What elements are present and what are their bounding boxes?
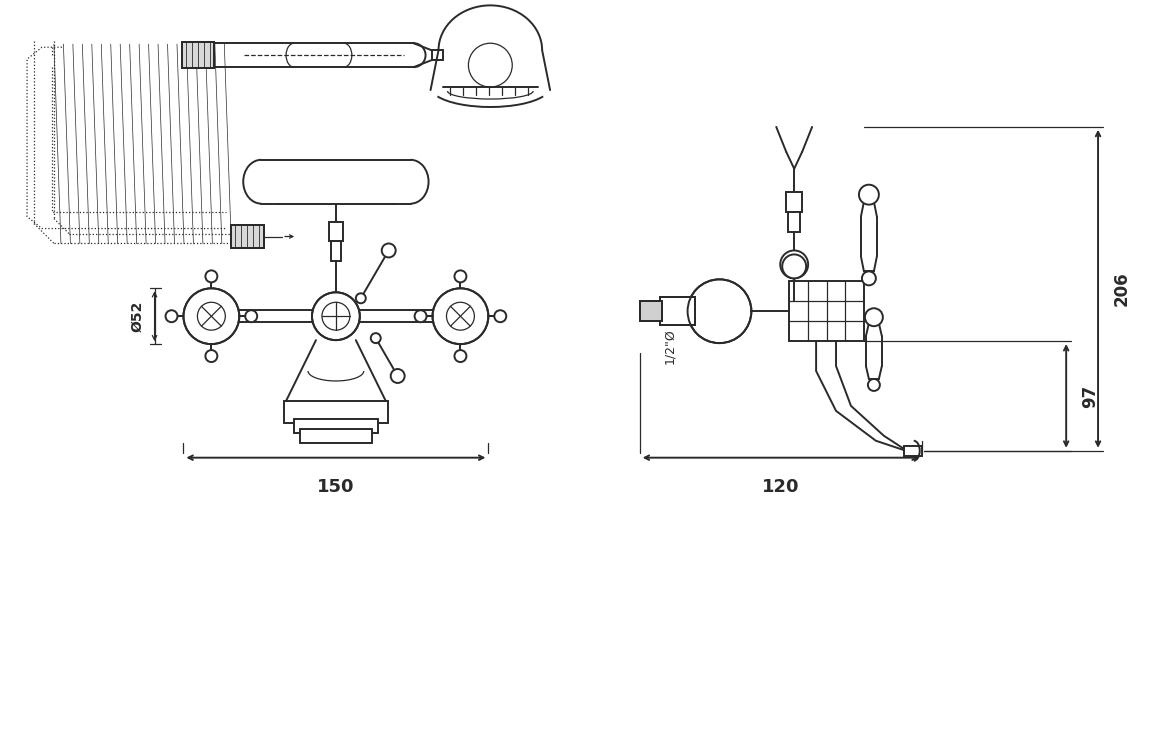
Text: 1/2"Ø: 1/2"Ø: [663, 328, 676, 364]
Circle shape: [312, 292, 360, 340]
Bar: [182, 43, 214, 68]
Circle shape: [495, 310, 506, 322]
Bar: [232, 225, 264, 248]
Text: 97: 97: [1082, 384, 1099, 407]
Circle shape: [371, 333, 380, 343]
Circle shape: [454, 270, 467, 282]
Circle shape: [782, 254, 806, 278]
Circle shape: [382, 243, 395, 257]
Circle shape: [246, 310, 257, 322]
Polygon shape: [861, 201, 877, 272]
Bar: [182, 43, 214, 68]
Circle shape: [391, 369, 405, 383]
Circle shape: [432, 288, 489, 344]
Bar: [300, 429, 371, 442]
Bar: [660, 298, 694, 325]
Circle shape: [859, 185, 879, 204]
Circle shape: [865, 308, 883, 326]
Text: 150: 150: [317, 477, 355, 495]
Circle shape: [166, 310, 178, 322]
Text: 206: 206: [1113, 272, 1131, 306]
Text: 120: 120: [762, 477, 799, 495]
Circle shape: [415, 310, 427, 322]
Bar: [789, 212, 800, 231]
Bar: [431, 50, 444, 60]
Circle shape: [781, 251, 808, 278]
Bar: [284, 401, 387, 423]
Circle shape: [454, 350, 467, 362]
Bar: [640, 301, 662, 322]
Polygon shape: [286, 340, 386, 401]
Circle shape: [687, 279, 752, 343]
Bar: [294, 419, 378, 433]
Bar: [232, 225, 264, 248]
Circle shape: [868, 379, 880, 391]
Polygon shape: [866, 323, 882, 379]
Circle shape: [205, 270, 218, 282]
Bar: [786, 192, 802, 212]
Bar: [329, 222, 342, 242]
Circle shape: [183, 288, 240, 344]
Circle shape: [205, 350, 218, 362]
Bar: [904, 445, 921, 456]
Circle shape: [862, 272, 876, 285]
Circle shape: [356, 293, 366, 304]
Bar: [789, 281, 864, 341]
Text: Ø52: Ø52: [130, 301, 144, 332]
Bar: [331, 242, 341, 261]
Bar: [660, 298, 694, 325]
